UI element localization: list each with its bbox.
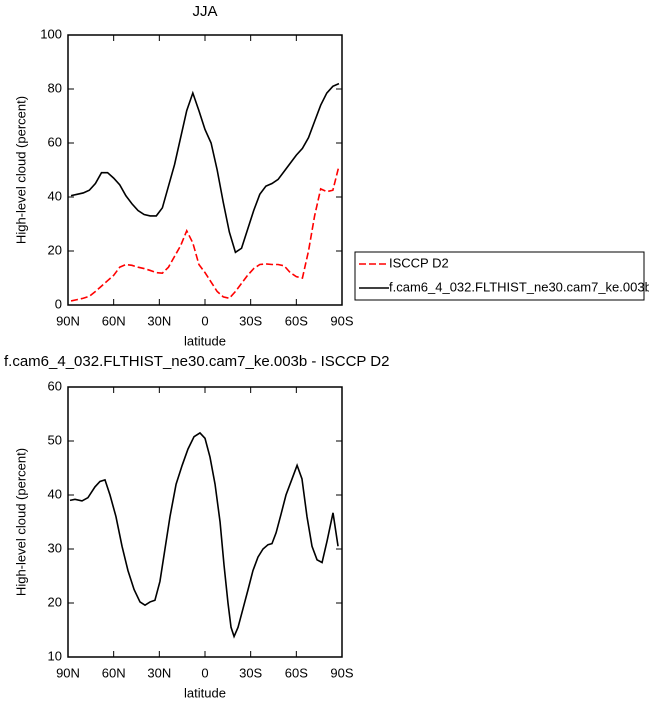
x-tick-label: 60S [285,665,308,680]
y-tick-label: 100 [40,26,62,41]
y-tick-label: 60 [48,378,62,393]
legend-box [354,251,645,301]
plot-frame [67,386,343,658]
x-tick-label: 30S [239,665,262,680]
y-tick-label: 0 [55,296,62,311]
y-tick-label: 10 [48,648,62,663]
y-axis-label: High-level cloud (percent) [13,448,28,596]
data-line [69,431,339,639]
y-tick-label: 80 [48,80,62,95]
x-tick-label: 90S [330,313,353,328]
y-tick-label: 20 [48,242,62,257]
data-line [70,82,340,254]
x-tick-label: 90N [56,313,80,328]
y-tick-label: 30 [48,540,62,555]
x-axis-label: latitude [184,333,226,348]
x-tick-label: 0 [201,665,208,680]
x-tick-label: 30N [147,313,171,328]
plot-frame [67,34,343,306]
y-axis-label: High-level cloud (percent) [13,96,28,244]
y-tick-label: 60 [48,134,62,149]
y-tick-label: 40 [48,188,62,203]
x-axis-label: latitude [184,685,226,700]
y-tick-label: 40 [48,486,62,501]
legend-label: ISCCP D2 [389,255,449,270]
data-line [70,165,340,302]
x-tick-label: 30N [147,665,171,680]
chart-title: f.cam6_4_032.FLTHIST_ne30.cam7_ke.003b -… [4,353,389,370]
x-tick-label: 60S [285,313,308,328]
y-tick-label: 50 [48,432,62,447]
x-tick-label: 30S [239,313,262,328]
y-tick-label: 20 [48,594,62,609]
chart-title: JJA [192,3,217,20]
x-tick-label: 60N [102,665,126,680]
x-tick-label: 90N [56,665,80,680]
x-tick-label: 0 [201,313,208,328]
x-tick-label: 90S [330,665,353,680]
x-tick-label: 60N [102,313,126,328]
legend-label: f.cam6_4_032.FLTHIST_ne30.cam7_ke.003b [389,279,649,294]
